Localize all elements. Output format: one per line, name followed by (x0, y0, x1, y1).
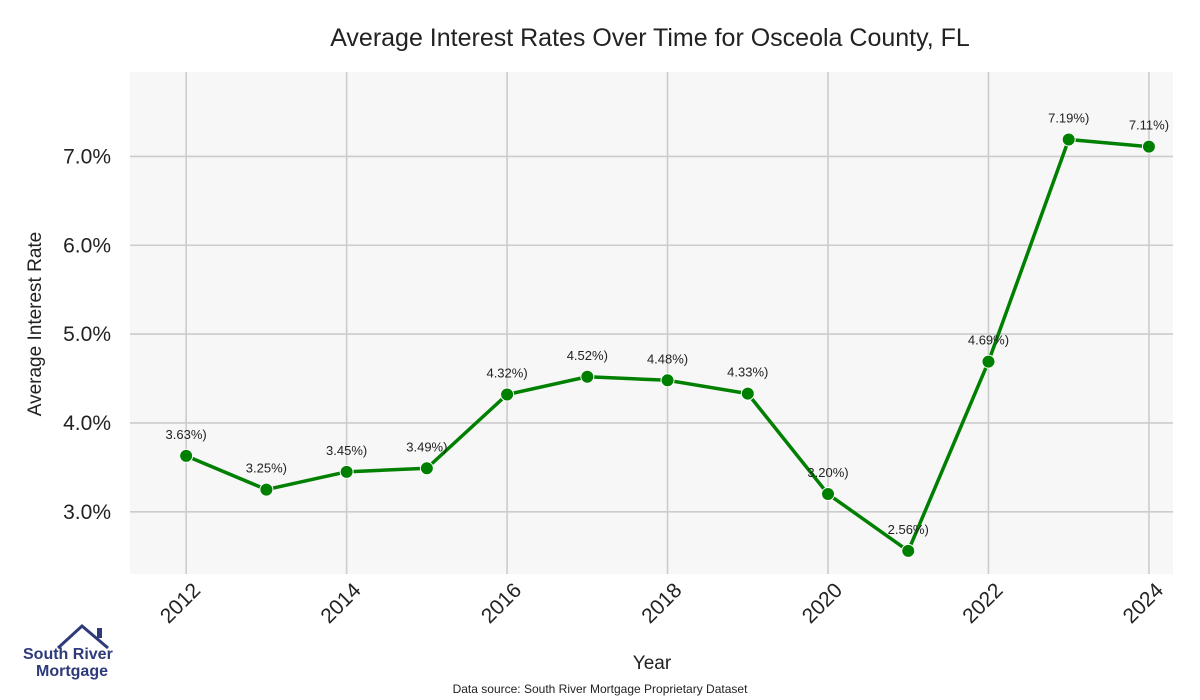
data-point (821, 487, 836, 502)
logo-line1: South River (23, 646, 113, 663)
data-point (740, 386, 755, 401)
data-label: 3.63%) (166, 427, 207, 442)
data-label: 3.45%) (326, 443, 367, 458)
y-tick-label: 3.0% (63, 501, 111, 524)
y-tick-label: 6.0% (63, 234, 111, 257)
plot-area (130, 72, 1173, 574)
x-tick-label: 2018 (637, 579, 686, 628)
data-label: 4.32%) (486, 366, 527, 381)
y-axis-label: Average Interest Rate (25, 232, 46, 416)
series-layer: 3.63%) 3.25%) 3.45%) 3.49%) 4.32%) 4.52%) 4.48… (166, 111, 1169, 558)
data-label: 4.52%) (567, 348, 608, 363)
x-tick-label: 2020 (798, 579, 847, 628)
data-label: 4.48%) (647, 351, 688, 366)
data-label: 3.20%) (807, 465, 848, 480)
data-point (419, 461, 434, 476)
brand-logo: South River Mortgage (23, 624, 113, 680)
chart-title: Average Interest Rates Over Time for Osc… (330, 24, 970, 52)
y-tick-label: 5.0% (63, 323, 111, 346)
data-point (580, 369, 595, 384)
data-label: 7.11%) (1129, 118, 1169, 133)
x-tick-label: 2012 (156, 579, 205, 628)
house-roof-icon (56, 624, 109, 650)
x-tick-label: 2016 (477, 579, 526, 628)
data-label: 3.25%) (246, 461, 287, 476)
data-label: 4.33%) (727, 365, 768, 380)
data-label: 2.56%) (888, 522, 929, 537)
data-point (259, 482, 274, 497)
data-point (500, 387, 515, 402)
data-label: 3.49%) (406, 439, 447, 454)
x-tick-label: 2024 (1119, 579, 1169, 629)
data-label: 4.69%) (968, 333, 1009, 348)
y-tick-label: 4.0% (63, 412, 111, 435)
data-point (179, 448, 194, 463)
data-point (981, 354, 996, 369)
data-point (339, 464, 354, 479)
y-tick-label: 7.0% (63, 145, 111, 168)
data-label: 7.19%) (1048, 111, 1089, 126)
data-point (901, 543, 916, 558)
data-point (1061, 132, 1076, 147)
x-tick-label: 2022 (958, 579, 1007, 628)
data-point (660, 373, 675, 388)
x-tick-label: 2014 (316, 579, 366, 629)
data-point (1141, 139, 1156, 154)
source-note: Data source: South River Mortgage Propri… (453, 682, 748, 696)
logo-line2: Mortgage (36, 663, 108, 680)
x-axis-label: Year (633, 653, 672, 674)
